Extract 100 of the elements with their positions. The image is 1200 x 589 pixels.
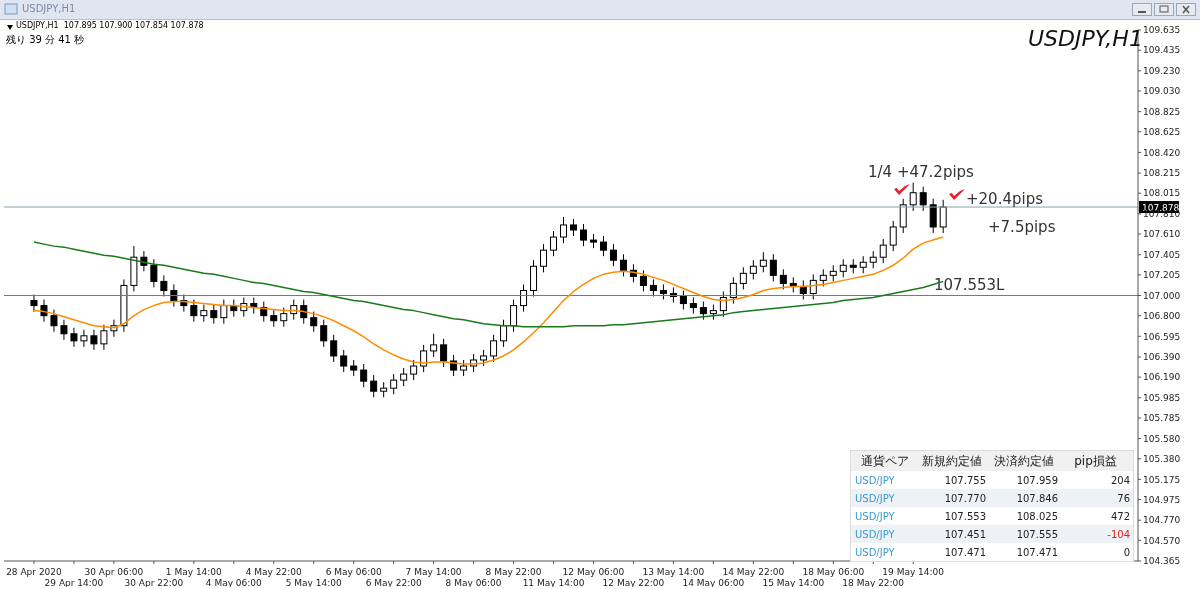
candlestick: [699, 301, 707, 321]
x-tick-label: 11 May 14:00: [522, 578, 585, 588]
y-tick-label: 108.215: [1143, 168, 1181, 179]
text: USD/JPY 107.770 107.846 76: [855, 492, 1130, 504]
x-tick-label: 30 Apr 06:00: [84, 567, 144, 577]
x-tick-label: 13 May 14:00: [642, 567, 705, 577]
candlestick: [759, 251, 767, 273]
candlestick: [619, 253, 627, 277]
y-tick-label: 104.975: [1143, 494, 1181, 505]
x-tick-label: 8 May 22:00: [485, 567, 542, 577]
y-tick-label: 109.230: [1143, 66, 1181, 76]
x-tick-label: 12 May 22:00: [602, 578, 665, 588]
x-tick-label: 28 Apr 2020: [6, 567, 63, 577]
x-tick-label: 18 May 22:00: [842, 578, 905, 588]
x-tick-label: 14 May 06:00: [682, 578, 745, 588]
x-tick-label: 14 May 22:00: [722, 567, 785, 577]
candlestick: [30, 293, 38, 313]
ref-line-label: 107.553L: [934, 275, 1006, 294]
y-tick-label: 104.570: [1143, 535, 1181, 546]
candlestick: [909, 182, 917, 212]
text: USD/JPY 107.471 107.471 0: [855, 546, 1130, 558]
candlestick: [749, 259, 757, 280]
candlestick: [360, 363, 368, 388]
y-tick-label: 107.405: [1143, 249, 1181, 260]
text: 通貨ペア 新規約定値 決済約定値 pip損益: [860, 453, 1117, 468]
candlestick: [220, 299, 228, 325]
candlestick: [639, 269, 647, 292]
candlestick: [340, 349, 348, 373]
x-tick-label: 4 May 22:00: [245, 567, 303, 577]
candlestick: [510, 299, 518, 333]
candlestick: [729, 276, 737, 305]
candlestick: [579, 223, 587, 247]
y-tick-label: 107.000: [1143, 290, 1181, 301]
y-tick-label: 108.015: [1143, 188, 1181, 199]
x-tick-label: 8 May 06:00: [445, 578, 502, 588]
candlestick: [400, 367, 408, 387]
candlestick: [889, 220, 897, 252]
x-tick-label: 30 Apr 22:00: [124, 578, 184, 588]
candlestick: [280, 307, 288, 328]
y-tick-label: 106.800: [1143, 310, 1181, 321]
y-tick-label: 108.420: [1143, 147, 1181, 158]
candlestick: [420, 344, 428, 373]
x-tick-label: 15 May 14:00: [762, 578, 825, 588]
text: USD/JPY 107.553 108.025 472: [855, 510, 1130, 522]
candlestick: [739, 266, 747, 290]
y-tick-label: 104.365: [1143, 556, 1181, 567]
x-tick-label: 12 May 06:00: [562, 567, 625, 577]
x-tick-label: 1 May 14:00: [165, 567, 223, 577]
annotation: 残り 39 分 41 秒: [6, 33, 85, 47]
y-tick-label: 105.380: [1143, 453, 1181, 464]
candlestick: [809, 273, 817, 301]
y-tick-label: 105.580: [1143, 433, 1181, 444]
x-tick-label: 4 May 06:00: [205, 578, 263, 588]
candlestick: [100, 324, 108, 351]
candlestick: [769, 253, 777, 282]
y-tick-label: 107.205: [1143, 270, 1181, 281]
candlestick: [520, 283, 528, 313]
y-tick-label: 105.785: [1143, 413, 1181, 424]
y-tick-label: 107.610: [1143, 229, 1181, 240]
candlestick: [160, 274, 168, 298]
candlestick: [410, 359, 418, 381]
candlestick: [440, 338, 448, 368]
chart-subtitle: USDJPY,H1 107.895 107.900 107.854 107.878: [16, 21, 204, 30]
candlestick: [609, 243, 617, 267]
text: +7.5pips: [988, 218, 1056, 236]
y-tick-label: 105.175: [1143, 474, 1181, 485]
candlestick: [40, 299, 48, 323]
candlestick: [70, 327, 78, 348]
text: +20.4pips: [966, 190, 1043, 208]
candlestick: [679, 289, 687, 311]
x-tick-label: 5 May 14:00: [285, 578, 342, 588]
y-tick-label: 108.625: [1143, 126, 1181, 137]
candlestick: [939, 199, 947, 234]
x-tick-label: 29 Apr 14:00: [44, 578, 104, 588]
y-tick-label: 106.390: [1143, 352, 1181, 363]
candlestick: [90, 329, 98, 351]
text: USD/JPY 107.451 107.555 -104: [855, 528, 1130, 540]
y-tick-label: 109.030: [1143, 86, 1181, 97]
candlestick: [370, 374, 378, 398]
x-tick-label: 6 May 06:00: [325, 567, 382, 577]
candlestick: [719, 290, 727, 318]
x-tick-label: 18 May 06:00: [802, 567, 865, 577]
candlestick: [879, 238, 887, 264]
candlestick: [310, 311, 318, 333]
candlestick: [150, 258, 158, 288]
candlestick: [839, 258, 847, 278]
candlestick: [540, 243, 548, 273]
x-tick-label: 19 May 14:00: [882, 567, 945, 577]
text: USD/JPY 107.755 107.959 204: [855, 474, 1130, 486]
candlestick: [430, 333, 438, 358]
candlestick: [390, 373, 398, 395]
y-tick-label: 105.985: [1143, 392, 1181, 403]
y-tick-label: 106.595: [1143, 331, 1181, 342]
y-tick-label: 104.770: [1143, 515, 1181, 526]
candlestick: [60, 319, 68, 341]
y-tick-label: 106.190: [1143, 372, 1181, 383]
candlestick: [210, 304, 218, 325]
annotation: 1/4 +47.2pips: [868, 163, 974, 181]
text: USDJPY,H1: [1028, 26, 1143, 51]
candlestick: [929, 198, 937, 234]
